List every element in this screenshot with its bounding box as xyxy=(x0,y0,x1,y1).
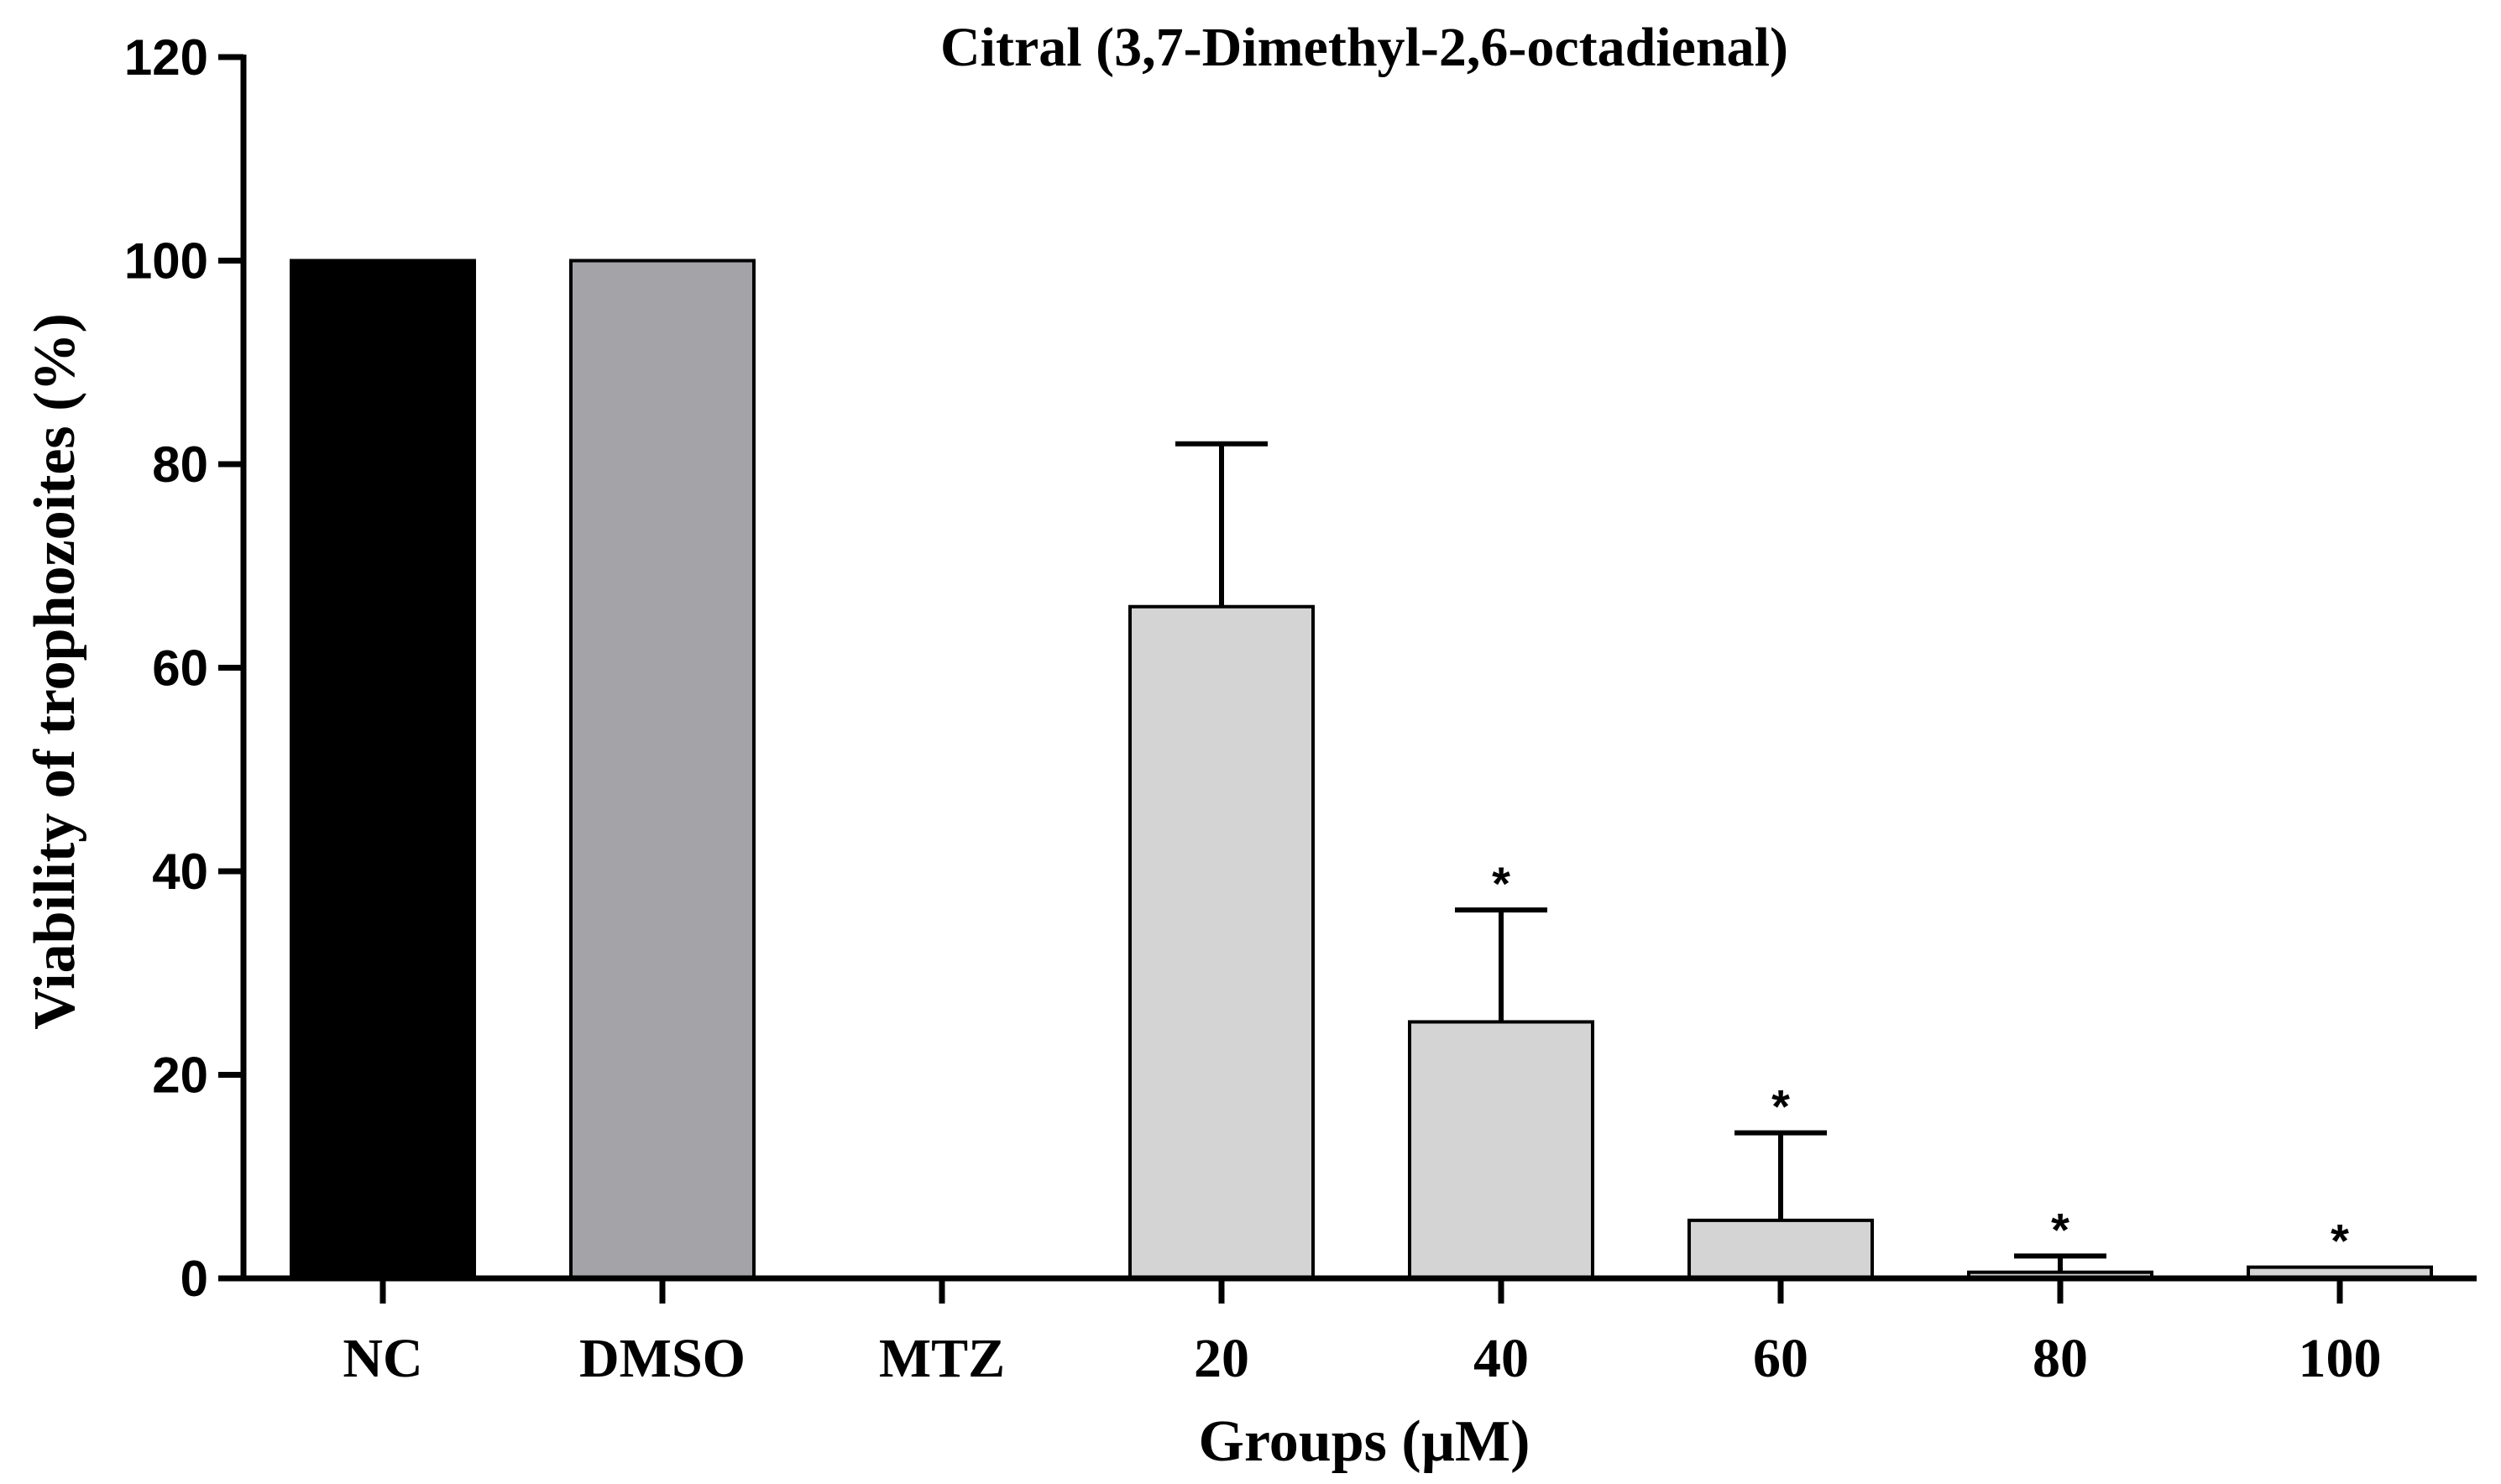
chart-title: Citral (3,7-Dimethyl-2,6-octadienal) xyxy=(940,17,1788,78)
x-tick-label: 20 xyxy=(1194,1328,1249,1389)
bar xyxy=(1687,1218,1874,1280)
y-tick-label: 120 xyxy=(124,29,208,86)
x-tick-label: 40 xyxy=(1473,1328,1529,1389)
x-axis-label: Groups (µM) xyxy=(1199,1409,1530,1474)
significance-marker: * xyxy=(1771,1080,1790,1133)
x-tick-label: DMSO xyxy=(579,1328,746,1389)
y-tick-label: 80 xyxy=(152,436,208,493)
bar xyxy=(1128,604,1315,1280)
significance-marker: * xyxy=(2331,1215,2349,1267)
y-tick-label: 20 xyxy=(152,1048,208,1104)
x-tick-label: 60 xyxy=(1753,1328,1808,1389)
y-axis-label: Viability of trophozoites (%) xyxy=(23,313,87,1030)
y-tick-label: 0 xyxy=(181,1251,208,1307)
y-tick-label: 40 xyxy=(152,844,208,900)
bar xyxy=(569,259,756,1280)
x-tick-label: 100 xyxy=(2299,1328,2382,1389)
x-tick-label: NC xyxy=(343,1328,422,1389)
x-tick-label: MTZ xyxy=(879,1328,1005,1389)
significance-marker: * xyxy=(1492,857,1510,910)
axes-layer: 0 20 40 60 80 100 120 NC DMSO MTZ 20 40 60 80 100 xyxy=(124,29,2477,1389)
bars-layer xyxy=(290,259,2433,1280)
bar xyxy=(290,259,476,1280)
bar xyxy=(1408,1020,1594,1280)
significance-marker: * xyxy=(2051,1203,2069,1256)
y-tick-label: 60 xyxy=(152,640,208,697)
x-tick-label: 80 xyxy=(2033,1328,2088,1389)
error-bars-layer: * * * * xyxy=(1175,441,2349,1272)
y-tick-label: 100 xyxy=(124,233,208,290)
